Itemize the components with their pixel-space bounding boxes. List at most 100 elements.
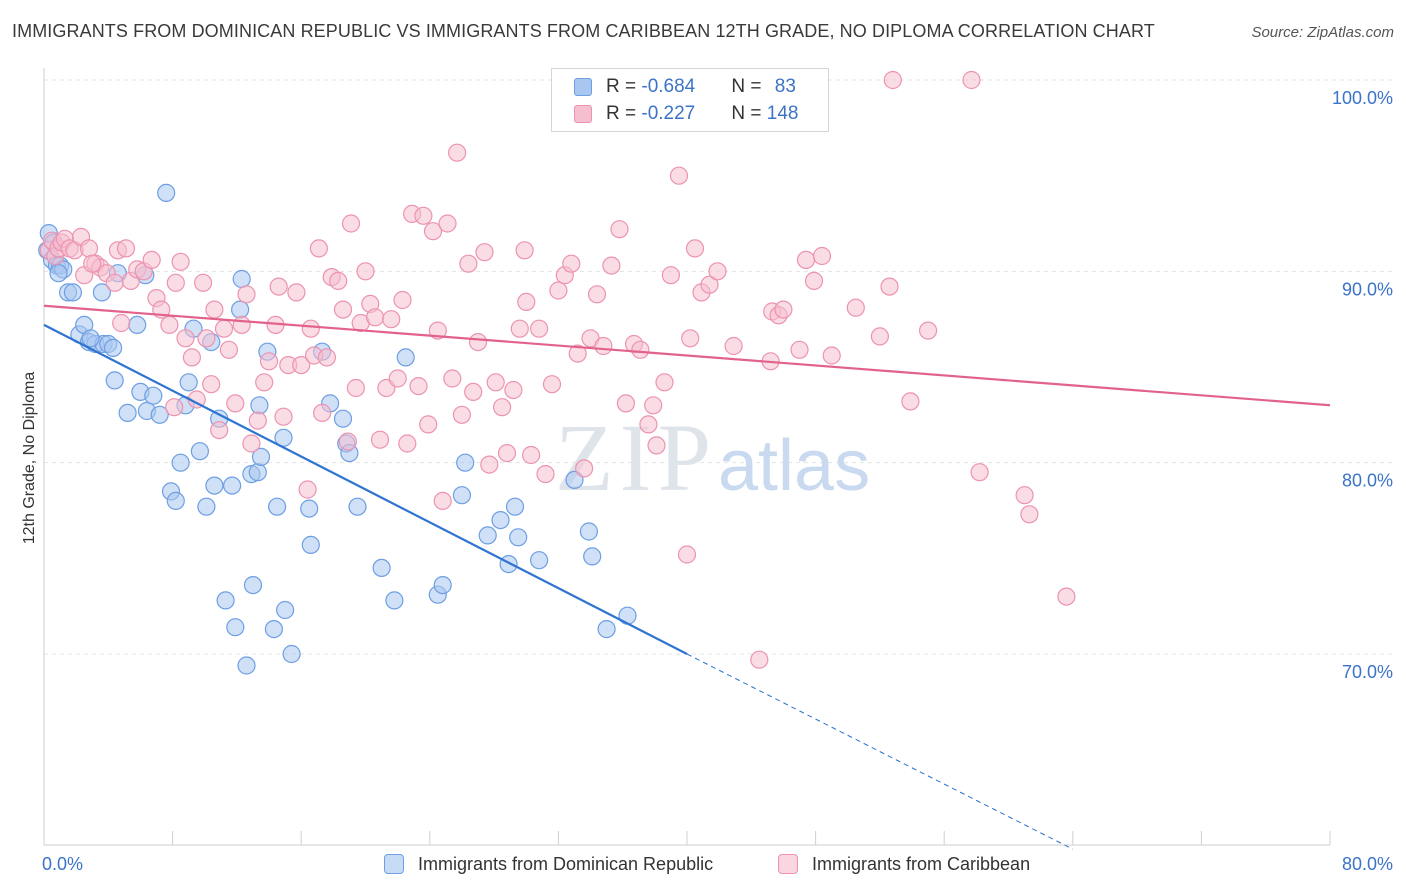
- dominican-point: [81, 329, 100, 348]
- caribbean-point: [568, 344, 587, 363]
- watermark-zip: ZIP: [555, 404, 717, 511]
- legend-r-label: R =: [606, 76, 642, 97]
- dominican-point: [150, 405, 169, 424]
- caribbean-point: [685, 239, 705, 258]
- legend-row-caribbean: R = -0.227 N = 148: [574, 100, 798, 128]
- caribbean-point: [382, 310, 401, 329]
- caribbean-point: [475, 243, 494, 262]
- legend-swatch-pink: [574, 105, 592, 123]
- legend-n-value: 83: [774, 76, 796, 97]
- caribbean-point: [918, 321, 938, 340]
- caribbean-point: [517, 292, 536, 311]
- caribbean-point: [83, 254, 102, 273]
- caribbean-point: [962, 70, 981, 90]
- legend-r-label: R =: [606, 103, 642, 124]
- caribbean-point: [631, 340, 650, 359]
- caribbean-point: [226, 394, 245, 413]
- caribbean-point: [388, 369, 407, 388]
- caribbean-point: [448, 143, 467, 162]
- legend-row-dominican: R = -0.684 N = 83: [574, 73, 796, 101]
- dominican-point: [49, 264, 68, 283]
- grid-layer: [44, 79, 1395, 655]
- y-tick-label: 90.0%: [1342, 279, 1393, 299]
- caribbean-point: [116, 239, 136, 258]
- dominican-point: [237, 656, 256, 675]
- caribbean-point: [459, 254, 478, 273]
- dominican-point: [105, 371, 124, 390]
- caribbean-point: [329, 271, 348, 290]
- caribbean-point: [677, 545, 697, 564]
- caribbean-point: [333, 300, 353, 319]
- dominican-point: [157, 183, 176, 202]
- caribbean-point: [242, 434, 261, 453]
- dominican-point: [92, 283, 112, 302]
- caribbean-point: [346, 378, 365, 398]
- caribbean-point: [562, 254, 581, 273]
- caribbean-point: [419, 415, 438, 434]
- caribbean-point: [1057, 587, 1076, 606]
- caribbean-point: [232, 315, 251, 334]
- caribbean-point: [274, 407, 293, 426]
- caribbean-point: [480, 455, 499, 474]
- caribbean-point: [515, 241, 534, 260]
- caribbean-point: [166, 273, 185, 292]
- watermark: ZIP atlas: [555, 404, 870, 511]
- caribbean-point: [219, 340, 238, 359]
- dominican-point: [251, 447, 271, 466]
- dominican-point: [597, 619, 616, 639]
- caribbean-trend-line: [43, 304, 1331, 407]
- dominican-point: [301, 535, 320, 555]
- dominican-point: [579, 522, 599, 541]
- chart-title: IMMIGRANTS FROM DOMINICAN REPUBLIC VS IM…: [12, 21, 1155, 41]
- dominican-point: [372, 558, 391, 578]
- caribbean-point: [644, 396, 663, 415]
- caribbean-point: [210, 421, 229, 440]
- caribbean-point: [970, 463, 989, 482]
- dominican-point: [197, 497, 216, 516]
- dominican-point: [300, 499, 319, 518]
- watermark-atlas: atlas: [718, 426, 870, 506]
- dominican-point: [190, 442, 209, 461]
- caribbean-point: [669, 166, 689, 185]
- caribbean-point: [661, 266, 681, 285]
- dominican-point: [509, 528, 528, 547]
- dominican-point: [385, 591, 404, 610]
- caribbean-point: [366, 308, 385, 327]
- dominican-point: [118, 403, 137, 422]
- caribbean-point: [438, 214, 457, 233]
- caribbean-point: [182, 348, 201, 367]
- caribbean-point: [655, 373, 674, 392]
- caribbean-point: [292, 356, 311, 375]
- caribbean-point: [398, 434, 417, 453]
- dominican-point: [171, 453, 190, 472]
- dominican-point: [144, 386, 163, 405]
- caribbean-point: [112, 313, 131, 333]
- legend-swatch-blue: [574, 78, 592, 96]
- dominican-point: [452, 486, 471, 505]
- dominican-point: [232, 269, 251, 289]
- caribbean-point: [248, 411, 267, 430]
- caribbean-point: [393, 290, 412, 310]
- caribbean-point: [536, 465, 555, 484]
- caribbean-point: [414, 206, 433, 225]
- bottom-legend-dominican: Immigrants from Dominican Republic: [384, 851, 713, 877]
- caribbean-point: [804, 271, 824, 290]
- caribbean-point: [171, 252, 190, 271]
- caribbean-point: [790, 340, 809, 359]
- caribbean-point: [639, 415, 658, 434]
- caribbean-point: [610, 220, 629, 239]
- dominican-point: [333, 409, 353, 428]
- dominican-point: [63, 283, 83, 302]
- caribbean-point: [259, 352, 279, 371]
- caribbean-point: [708, 262, 727, 281]
- caribbean-point: [549, 281, 568, 300]
- legend-n-label: N =: [731, 103, 767, 124]
- dominican-point: [205, 476, 224, 495]
- caribbean-point: [255, 373, 274, 392]
- caribbean-point: [901, 392, 920, 411]
- caribbean-point: [724, 336, 743, 356]
- dominican-trend-line: [43, 323, 688, 655]
- caribbean-point: [433, 491, 452, 510]
- caribbean-point: [750, 650, 769, 669]
- caribbean-point: [822, 346, 841, 365]
